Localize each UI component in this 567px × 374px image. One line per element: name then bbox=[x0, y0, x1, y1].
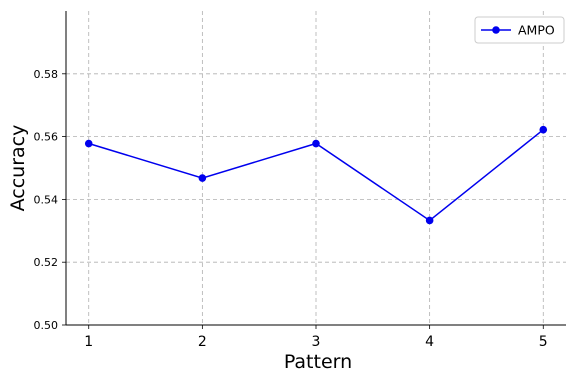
y-tick-label: 0.52 bbox=[34, 256, 59, 269]
legend: AMPO bbox=[474, 16, 565, 44]
series bbox=[84, 125, 548, 225]
y-axis-label: Accuracy bbox=[7, 125, 29, 212]
grid bbox=[66, 11, 566, 325]
legend-marker bbox=[492, 26, 500, 34]
y-tick-label: 0.50 bbox=[34, 319, 59, 332]
y-tick-label: 0.58 bbox=[34, 68, 59, 81]
legend-box bbox=[474, 16, 565, 44]
data-point bbox=[84, 139, 93, 148]
x-tick-label: 5 bbox=[539, 334, 548, 350]
data-point bbox=[425, 216, 434, 225]
x-tick-label: 2 bbox=[198, 334, 207, 350]
x-tick-label: 3 bbox=[312, 334, 321, 350]
data-point bbox=[312, 139, 320, 148]
y-tick-label: 0.56 bbox=[34, 131, 59, 144]
tick-labels: 1 2 3 4 5 0.50 0.52 0.54 0.56 0.58 bbox=[34, 68, 548, 350]
data-point bbox=[198, 174, 207, 182]
y-tick-label: 0.54 bbox=[34, 193, 59, 206]
legend-label-ampo: AMPO bbox=[518, 23, 555, 38]
x-axis-label: Pattern bbox=[284, 351, 352, 373]
x-tick-label: 4 bbox=[425, 334, 434, 350]
axes bbox=[62, 11, 566, 329]
x-tick-label: 1 bbox=[84, 334, 93, 350]
data-point bbox=[539, 125, 548, 134]
